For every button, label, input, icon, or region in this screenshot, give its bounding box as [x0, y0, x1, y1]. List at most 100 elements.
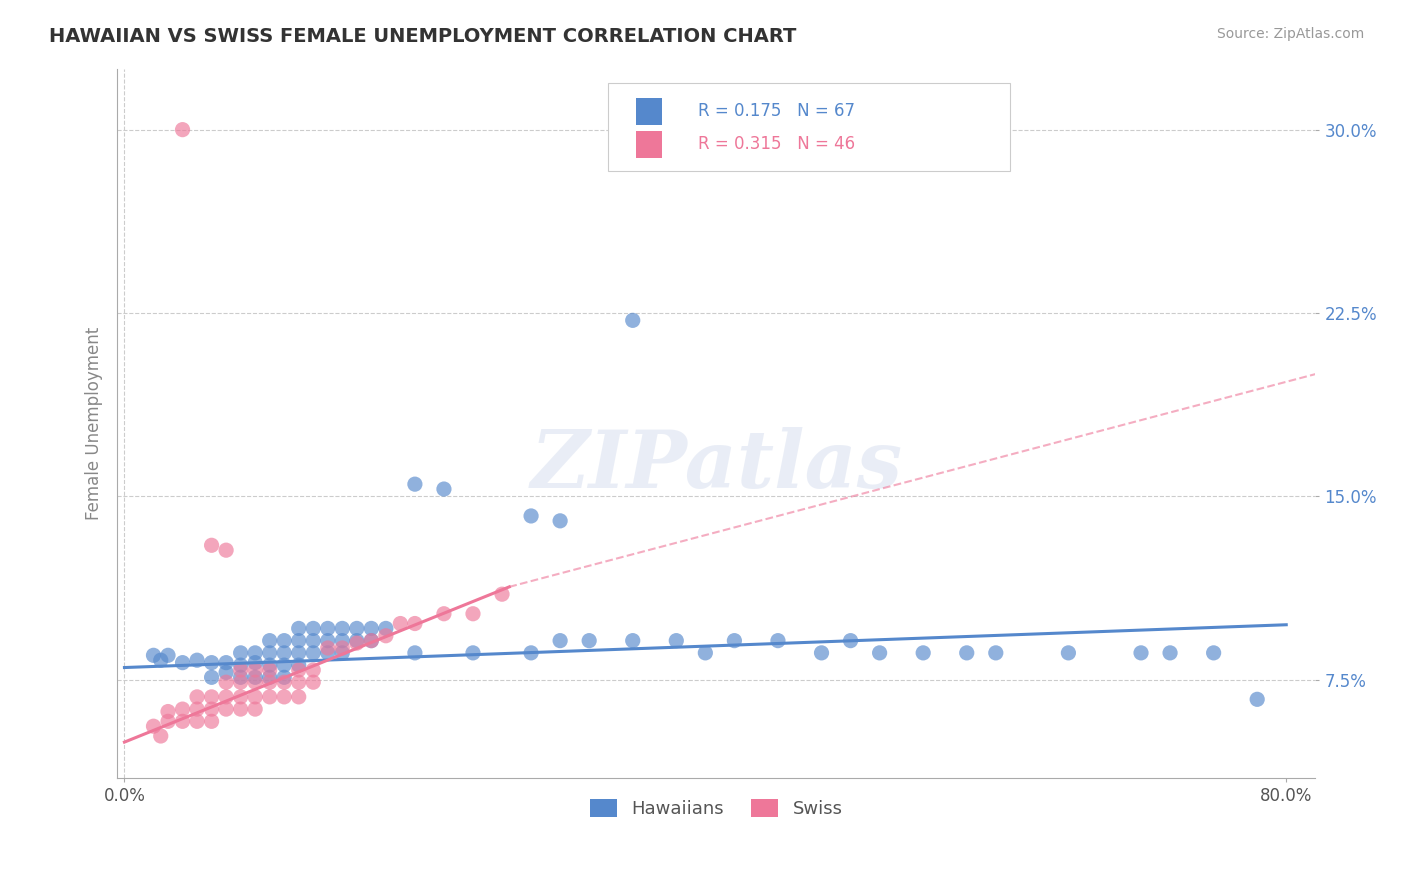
Point	[259, 633, 281, 648]
Point	[149, 729, 172, 743]
Point	[229, 690, 252, 704]
Point	[548, 514, 571, 528]
Point	[186, 702, 208, 716]
Point	[273, 633, 295, 648]
Y-axis label: Female Unemployment: Female Unemployment	[86, 326, 103, 520]
Point	[200, 714, 222, 729]
Point	[215, 675, 238, 690]
Point	[229, 658, 252, 673]
Point	[287, 658, 309, 673]
Text: R = 0.175   N = 67: R = 0.175 N = 67	[699, 102, 855, 120]
Point	[215, 656, 238, 670]
Point	[243, 690, 266, 704]
Point	[520, 508, 543, 523]
Point	[243, 675, 266, 690]
Point	[273, 646, 295, 660]
Point	[259, 646, 281, 660]
Point	[374, 629, 396, 643]
Point	[243, 670, 266, 684]
Point	[389, 616, 412, 631]
Point	[404, 477, 426, 491]
Point	[302, 675, 325, 690]
Point	[172, 702, 194, 716]
Point	[360, 633, 382, 648]
Point	[273, 690, 295, 704]
Text: R = 0.315   N = 46: R = 0.315 N = 46	[699, 136, 855, 153]
Point	[229, 675, 252, 690]
Point	[810, 646, 832, 660]
Point	[302, 646, 325, 660]
Point	[302, 622, 325, 636]
Point	[1159, 646, 1181, 660]
Point	[186, 690, 208, 704]
Point	[273, 658, 295, 673]
Point	[316, 646, 339, 660]
Point	[1130, 646, 1153, 660]
Legend: Hawaiians, Swiss: Hawaiians, Swiss	[582, 791, 849, 825]
Point	[243, 702, 266, 716]
Point	[200, 702, 222, 716]
Point	[360, 622, 382, 636]
Point	[461, 607, 484, 621]
Point	[172, 122, 194, 136]
Point	[273, 670, 295, 684]
Point	[259, 658, 281, 673]
Point	[259, 663, 281, 677]
Point	[229, 670, 252, 684]
Point	[461, 646, 484, 660]
Point	[433, 482, 456, 496]
Point	[200, 670, 222, 684]
Point	[186, 653, 208, 667]
Point	[287, 663, 309, 677]
Point	[984, 646, 1007, 660]
Point	[229, 702, 252, 716]
Point	[1057, 646, 1080, 660]
Point	[330, 622, 353, 636]
Point	[243, 656, 266, 670]
Point	[243, 663, 266, 677]
Point	[665, 633, 688, 648]
Bar	[636, 131, 662, 158]
Point	[215, 543, 238, 558]
Point	[316, 622, 339, 636]
Point	[869, 646, 891, 660]
Point	[695, 646, 717, 660]
Point	[302, 663, 325, 677]
Point	[1246, 692, 1268, 706]
Point	[200, 538, 222, 552]
Point	[1202, 646, 1225, 660]
Point	[215, 702, 238, 716]
Bar	[636, 97, 662, 125]
Point	[157, 714, 180, 729]
Point	[287, 633, 309, 648]
Point	[330, 633, 353, 648]
Point	[912, 646, 935, 660]
Point	[330, 640, 353, 655]
Point	[346, 622, 368, 636]
Point	[956, 646, 979, 660]
Point	[548, 633, 571, 648]
Point	[200, 690, 222, 704]
Point	[215, 690, 238, 704]
Text: Source: ZipAtlas.com: Source: ZipAtlas.com	[1216, 27, 1364, 41]
Point	[316, 633, 339, 648]
FancyBboxPatch shape	[609, 83, 1010, 171]
Point	[404, 616, 426, 631]
Point	[374, 622, 396, 636]
Point	[766, 633, 789, 648]
Point	[839, 633, 862, 648]
Point	[229, 646, 252, 660]
Point	[346, 633, 368, 648]
Point	[578, 633, 600, 648]
Point	[346, 636, 368, 650]
Point	[723, 633, 745, 648]
Point	[157, 705, 180, 719]
Point	[157, 648, 180, 663]
Point	[273, 675, 295, 690]
Point	[360, 633, 382, 648]
Point	[316, 640, 339, 655]
Point	[172, 714, 194, 729]
Point	[149, 653, 172, 667]
Point	[621, 633, 644, 648]
Text: HAWAIIAN VS SWISS FEMALE UNEMPLOYMENT CORRELATION CHART: HAWAIIAN VS SWISS FEMALE UNEMPLOYMENT CO…	[49, 27, 797, 45]
